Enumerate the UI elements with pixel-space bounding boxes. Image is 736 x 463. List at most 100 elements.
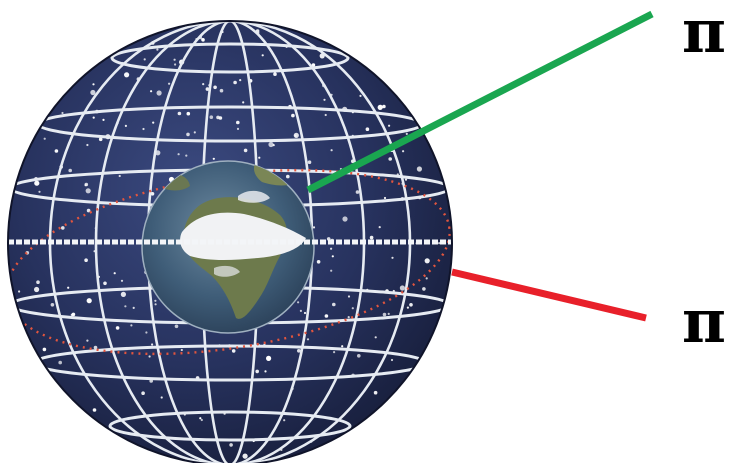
star: [255, 369, 259, 374]
star: [154, 303, 157, 306]
star: [399, 285, 405, 291]
star: [242, 453, 248, 459]
star: [141, 391, 145, 396]
star: [323, 98, 326, 101]
star: [297, 301, 300, 304]
star: [145, 331, 148, 334]
star: [205, 87, 210, 91]
star: [92, 408, 97, 412]
star: [177, 153, 180, 156]
star: [330, 269, 333, 272]
star: [239, 79, 242, 82]
star: [378, 226, 381, 229]
star: [61, 111, 64, 115]
star: [201, 38, 205, 42]
star: [383, 196, 387, 200]
star: [180, 348, 183, 352]
upper-pi-label: π: [682, 0, 726, 67]
star: [291, 113, 295, 118]
star: [219, 88, 224, 93]
ecliptic-path: [8, 168, 451, 356]
celestial-sphere-icon: [7, 20, 453, 463]
star: [424, 258, 430, 264]
star: [218, 116, 223, 120]
star: [233, 80, 237, 85]
lower-pointer-line: [451, 268, 647, 322]
star: [330, 247, 333, 250]
star: [67, 286, 70, 289]
star: [200, 418, 203, 422]
star: [236, 120, 240, 125]
star: [154, 299, 157, 302]
earth-clouds: [180, 212, 306, 260]
star: [316, 260, 321, 264]
star: [391, 256, 394, 259]
star: [156, 48, 159, 51]
star: [120, 291, 126, 297]
star: [168, 82, 171, 85]
star: [258, 156, 261, 159]
star: [425, 277, 428, 280]
star: [177, 111, 182, 116]
star: [369, 235, 374, 240]
star: [186, 132, 190, 137]
star: [213, 85, 217, 90]
star: [266, 355, 272, 361]
star: [118, 174, 121, 178]
star: [43, 137, 46, 140]
star: [113, 272, 116, 275]
star: [382, 312, 387, 317]
star: [103, 281, 107, 286]
star: [209, 115, 214, 119]
star: [173, 58, 176, 61]
star: [36, 280, 40, 285]
star: [299, 309, 302, 312]
star: [71, 312, 76, 317]
star: [242, 101, 245, 104]
star: [142, 127, 145, 131]
star: [312, 226, 316, 229]
star: [406, 306, 409, 309]
star: [185, 154, 188, 157]
star: [90, 89, 96, 96]
star: [186, 111, 191, 116]
star: [150, 192, 155, 196]
star: [273, 72, 277, 76]
upper-pointer-line: [306, 10, 654, 194]
star: [86, 208, 91, 213]
star: [324, 113, 327, 117]
star: [193, 131, 196, 134]
star: [124, 305, 127, 308]
star: [98, 137, 103, 142]
star: [86, 298, 92, 304]
star: [68, 168, 72, 173]
star: [264, 370, 267, 373]
star: [152, 121, 155, 124]
star: [202, 83, 205, 86]
star: [42, 347, 47, 352]
star: [405, 132, 408, 135]
star: [132, 306, 135, 309]
star: [85, 188, 91, 194]
star: [50, 303, 55, 307]
star: [150, 90, 153, 93]
star: [416, 166, 422, 172]
star: [231, 349, 236, 353]
star: [332, 302, 336, 307]
star: [102, 118, 105, 121]
star: [84, 182, 89, 187]
star: [347, 295, 351, 298]
star: [311, 63, 316, 67]
star: [422, 287, 426, 291]
star: [297, 349, 301, 353]
earth-globe-icon: [141, 160, 315, 334]
star: [365, 127, 370, 131]
star: [438, 242, 441, 245]
star: [86, 339, 89, 342]
star: [199, 417, 202, 420]
star: [261, 54, 264, 57]
star: [243, 148, 248, 153]
star: [148, 355, 151, 358]
star: [283, 419, 286, 422]
